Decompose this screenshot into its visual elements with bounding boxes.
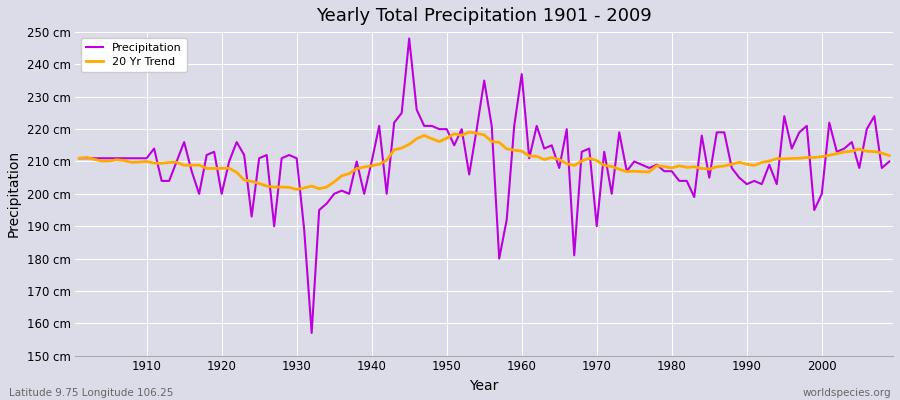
Line: Precipitation: Precipitation xyxy=(79,38,889,333)
20 Yr Trend xyxy=(74,156,85,161)
20 Yr Trend xyxy=(621,169,632,174)
X-axis label: Year: Year xyxy=(470,379,499,393)
20 Yr Trend xyxy=(306,184,317,188)
Precipitation xyxy=(621,169,632,174)
Text: worldspecies.org: worldspecies.org xyxy=(803,388,891,398)
20 Yr Trend xyxy=(524,154,535,158)
Title: Yearly Total Precipitation 1901 - 2009: Yearly Total Precipitation 1901 - 2009 xyxy=(316,7,652,25)
20 Yr Trend xyxy=(531,154,542,159)
20 Yr Trend xyxy=(351,166,362,171)
Legend: Precipitation, 20 Yr Trend: Precipitation, 20 Yr Trend xyxy=(81,38,187,72)
Y-axis label: Precipitation: Precipitation xyxy=(7,150,21,238)
20 Yr Trend xyxy=(292,187,302,192)
20 Yr Trend xyxy=(884,153,895,158)
Line: 20 Yr Trend: 20 Yr Trend xyxy=(79,132,889,190)
Precipitation xyxy=(524,156,535,161)
Precipitation xyxy=(134,156,145,161)
20 Yr Trend xyxy=(464,130,474,134)
Precipitation xyxy=(531,124,542,128)
20 Yr Trend xyxy=(134,160,145,164)
Precipitation xyxy=(306,330,317,335)
Precipitation xyxy=(299,227,310,232)
Precipitation xyxy=(74,156,85,161)
Precipitation xyxy=(884,159,895,164)
Text: Latitude 9.75 Longitude 106.25: Latitude 9.75 Longitude 106.25 xyxy=(9,388,174,398)
Precipitation xyxy=(404,36,415,41)
Precipitation xyxy=(351,159,362,164)
